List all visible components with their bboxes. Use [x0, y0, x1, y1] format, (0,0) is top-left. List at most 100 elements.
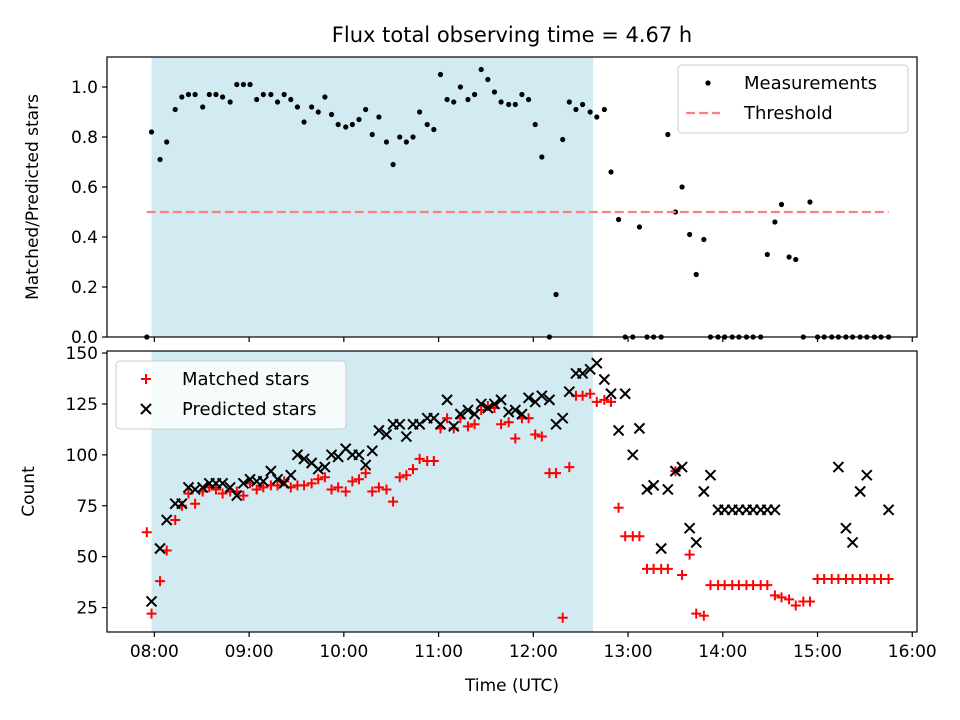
- data-point: [179, 94, 185, 100]
- data-point: [234, 81, 240, 88]
- data-point: [462, 404, 474, 416]
- data-point: [585, 388, 596, 399]
- bottom-legend-box: [115, 360, 347, 430]
- legend-label-measurements: Measurements: [744, 73, 877, 94]
- data-point: [519, 91, 525, 98]
- data-point: [606, 396, 616, 407]
- data-point: [366, 445, 378, 457]
- data-point: [469, 419, 480, 430]
- top-axes: 0.0 0.2 0.4 0.6 0.8 1.0 Matched/Predicted sta…: [23, 56, 918, 348]
- y-tick-label: 50: [76, 548, 98, 568]
- data-point: [353, 449, 365, 461]
- bottom-x-ticks: 08:00 09:00 10:00 11:00 12:00 13:00 14:00 15:00…: [130, 632, 937, 662]
- data-point: [373, 482, 384, 493]
- data-point: [605, 388, 617, 400]
- data-point: [231, 489, 243, 502]
- data-point: [335, 121, 341, 128]
- data-point: [312, 463, 324, 475]
- bottom-axes: 25 50 75 100 125 150 08:00 09:00 10:00 11:00 12:0…: [19, 344, 937, 696]
- data-point: [468, 408, 481, 420]
- data-point: [691, 608, 702, 619]
- data-point: [482, 402, 494, 414]
- data-point: [146, 608, 157, 619]
- data-point: [397, 134, 403, 140]
- data-point: [647, 479, 660, 492]
- data-point: [257, 475, 270, 488]
- data-point: [532, 121, 538, 128]
- data-point: [553, 291, 559, 298]
- data-point: [369, 131, 375, 138]
- data-point: [478, 66, 484, 73]
- data-point: [543, 394, 556, 406]
- data-point: [807, 199, 813, 205]
- data-point: [465, 96, 471, 103]
- data-point: [861, 469, 873, 481]
- data-point: [786, 254, 792, 260]
- data-point: [360, 468, 371, 479]
- data-point: [319, 461, 331, 473]
- data-point: [313, 474, 324, 485]
- data-point: [619, 388, 631, 400]
- data-point: [417, 109, 423, 115]
- bottom-legend: Matched stars Predicted stars: [115, 360, 347, 430]
- y-tick-label: 75: [76, 497, 98, 517]
- data-point: [414, 453, 425, 464]
- y-tick-label: 0.2: [71, 278, 98, 298]
- top-y-ticks: 0.0 0.2 0.4 0.6 0.8 1.0: [71, 78, 107, 348]
- data-point: [503, 417, 514, 428]
- data-point: [462, 421, 473, 432]
- data-point: [498, 99, 504, 105]
- data-point: [633, 422, 646, 435]
- data-point: [793, 256, 799, 263]
- data-point: [160, 514, 173, 526]
- data-point: [784, 594, 795, 605]
- legend-marker: [141, 374, 151, 384]
- y-tick-label: 0.8: [71, 128, 98, 148]
- data-point: [530, 429, 541, 440]
- data-point: [790, 600, 801, 611]
- data-point: [428, 455, 439, 466]
- data-point: [576, 367, 589, 380]
- data-point: [217, 488, 228, 499]
- data-point: [301, 119, 307, 125]
- data-point: [769, 590, 780, 601]
- legend-marker-predicted-stars: [140, 403, 152, 415]
- chart-title: Flux total observing time = 4.67 h: [332, 23, 692, 47]
- data-point: [254, 96, 260, 103]
- data-point: [599, 394, 610, 405]
- data-point: [769, 504, 781, 516]
- x-tick-label: 09:00: [225, 642, 274, 662]
- data-point: [665, 131, 671, 138]
- legend-marker: [140, 403, 152, 415]
- data-point: [322, 94, 328, 100]
- data-point: [510, 433, 521, 444]
- data-point: [328, 111, 335, 118]
- data-point: [380, 428, 393, 441]
- data-point: [247, 81, 253, 88]
- y-tick-label: 0.6: [71, 178, 98, 198]
- data-point: [512, 101, 518, 108]
- data-point: [319, 472, 330, 483]
- data-point: [601, 106, 607, 113]
- data-point: [662, 483, 674, 496]
- data-point: [210, 484, 221, 495]
- data-point: [326, 484, 337, 495]
- data-point: [410, 134, 416, 140]
- data-point: [536, 390, 548, 402]
- data-point: [591, 357, 603, 369]
- data-point: [495, 394, 507, 406]
- data-point: [325, 449, 338, 461]
- data-point: [485, 76, 491, 83]
- x-axis-label: Time (UTC): [464, 676, 559, 696]
- data-point: [536, 431, 547, 442]
- legend-marker-matched-stars: [141, 374, 151, 384]
- bottom-axes-frame: [106, 350, 918, 633]
- data-point: [434, 418, 447, 431]
- data-point: [591, 396, 602, 407]
- data-point: [182, 481, 195, 494]
- x-tick-label: 14:00: [698, 642, 747, 662]
- data-point: [677, 569, 688, 580]
- data-point: [636, 224, 643, 230]
- data-point: [306, 478, 317, 489]
- data-point: [557, 612, 568, 623]
